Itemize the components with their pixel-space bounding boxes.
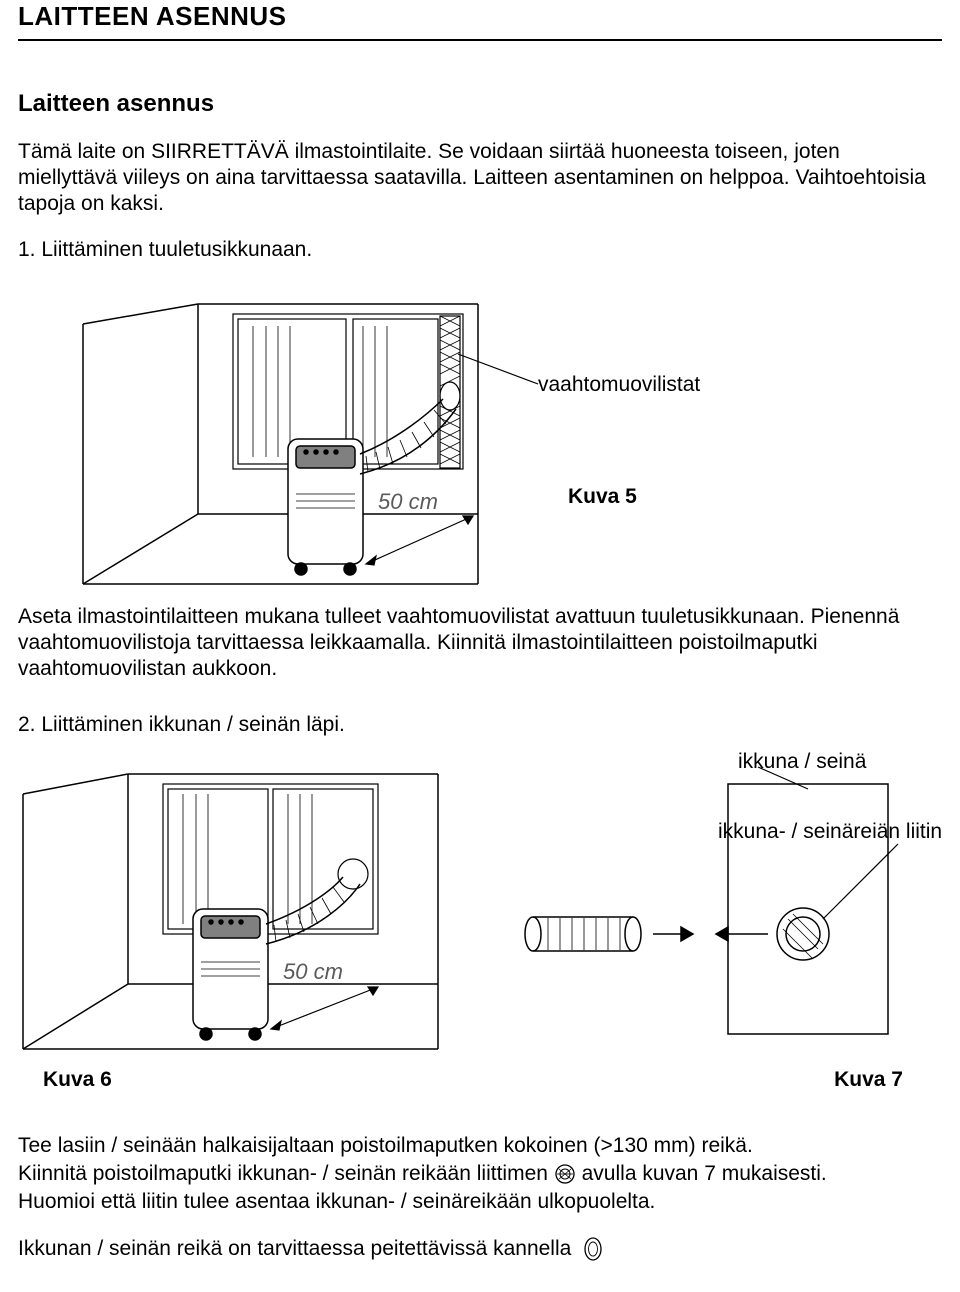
paragraph-after-fig5: Aseta ilmastointilaitteen mukana tulleet… xyxy=(18,604,942,683)
section-subtitle: Laitteen asennus xyxy=(18,89,942,119)
paragraph-connector-b: avulla kuvan 7 mukaisesti. xyxy=(582,1162,827,1185)
figure-5-svg: 50 cm xyxy=(78,284,718,594)
paragraph-hole: Tee lasiin / seinään halkaisijaltaan poi… xyxy=(18,1133,942,1159)
figure-6-caption: Kuva 6 xyxy=(43,1067,112,1093)
figure-5-distance-text: 50 cm xyxy=(378,489,438,514)
intro-paragraph: Tämä laite on SIIRRETTÄVÄ ilmastointilai… xyxy=(18,139,942,218)
paragraph-cover-text: Ikkunan / seinän reikä on tarvittaessa p… xyxy=(18,1237,571,1260)
paragraph-cover: Ikkunan / seinän reikä on tarvittaessa p… xyxy=(18,1236,942,1262)
option-1-heading: 1. Liittäminen tuuletusikkunaan. xyxy=(18,237,942,263)
option-2-heading: 2. Liittäminen ikkunan / seinän läpi. xyxy=(18,712,942,738)
paragraph-connector: Kiinnitä poistoilmaputki ikkunan- / sein… xyxy=(18,1161,942,1187)
figure-7-window-label: ikkuna / seinä xyxy=(738,749,866,775)
figure-7-connector-label: ikkuna- / seinäreiän liitin xyxy=(718,819,942,845)
figure-5: 50 cm vaahtomuovilistat Kuva 5 xyxy=(78,284,718,594)
figure-7-svg xyxy=(458,759,938,1059)
figure-5-caption: Kuva 5 xyxy=(568,484,637,510)
svg-text:50 cm: 50 cm xyxy=(283,959,343,984)
paragraph-connector-a: Kiinnitä poistoilmaputki ikkunan- / sein… xyxy=(18,1162,554,1185)
cover-icon xyxy=(583,1237,603,1261)
page-title: LAITTEEN ASENNUS xyxy=(18,0,942,41)
figure-7-caption: Kuva 7 xyxy=(834,1067,903,1093)
figure-6-7: 50 cm xyxy=(18,759,938,1093)
connector-icon xyxy=(554,1163,576,1185)
figure-5-foam-label: vaahtomuovilistat xyxy=(538,372,700,398)
figure-6-svg: 50 cm xyxy=(18,759,448,1059)
paragraph-note: Huomioi että liitin tulee asentaa ikkuna… xyxy=(18,1189,942,1215)
